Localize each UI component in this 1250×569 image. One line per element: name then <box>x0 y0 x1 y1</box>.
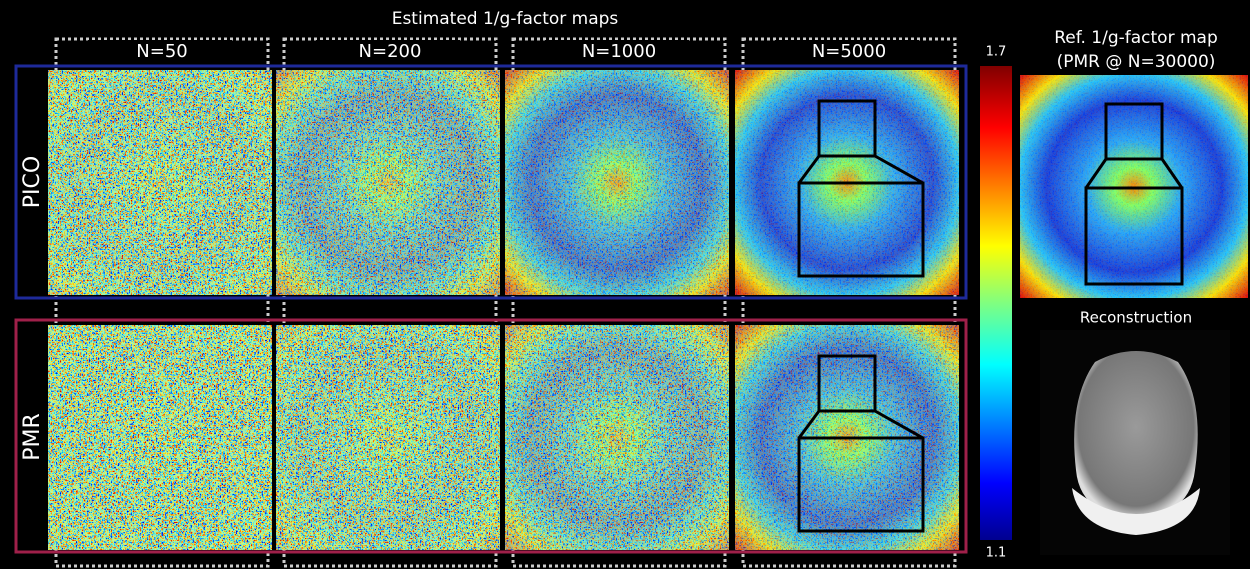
map-noise <box>505 70 729 295</box>
map-panel <box>276 325 500 550</box>
map-panel <box>276 70 500 295</box>
reconstruction-label: Reconstruction <box>1080 309 1192 327</box>
map-panel <box>505 70 729 295</box>
map-noise <box>48 325 272 550</box>
map-panel <box>48 70 272 295</box>
map-noise <box>276 70 500 295</box>
colorbar-max: 1.7 <box>986 45 1007 60</box>
figure: Estimated 1/g-factor maps N=50 N=200 N=100… <box>0 0 1250 569</box>
column-label: N=50 <box>136 41 187 62</box>
map-panel <box>735 70 959 295</box>
figure-title: Estimated 1/g-factor maps <box>392 9 619 29</box>
row-label: PMR <box>20 413 45 461</box>
row-label: PICO <box>20 156 45 208</box>
map-noise <box>48 70 272 295</box>
panels <box>48 70 959 550</box>
map-noise <box>276 325 500 550</box>
column-label: N=200 <box>359 41 422 62</box>
page: Estimated 1/g-factor maps N=50 N=200 N=100… <box>0 0 1250 569</box>
reference-map <box>1020 75 1248 298</box>
map-panel <box>48 325 272 550</box>
colorbar <box>980 66 1012 540</box>
reference-title: Ref. 1/g-factor map <box>1054 28 1218 48</box>
reference-subtitle: (PMR @ N=30000) <box>1057 52 1216 72</box>
reconstruction-image <box>1040 330 1230 555</box>
colorbar-min: 1.1 <box>986 546 1007 561</box>
map-noise <box>505 325 729 550</box>
map-panel <box>735 325 959 550</box>
column-label: N=1000 <box>582 41 656 62</box>
column-label: N=5000 <box>812 41 886 62</box>
map-panel <box>505 325 729 550</box>
